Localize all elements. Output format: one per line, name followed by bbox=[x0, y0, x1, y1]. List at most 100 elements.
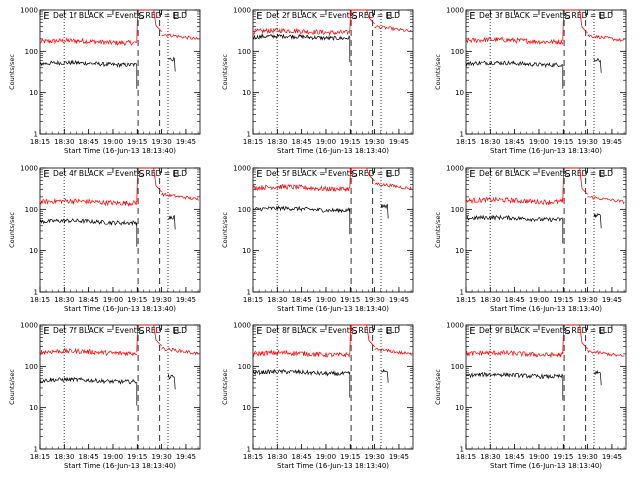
x-tick-label: 18:15 bbox=[243, 296, 263, 304]
detector-panel: Det 1f BLACK = Events, RED = LLD 1 10 100 10… bbox=[8, 7, 201, 155]
y-tick-label: 10 bbox=[29, 247, 38, 255]
lld-trace bbox=[252, 27, 351, 37]
detector-panel: Det 5f BLACK = Events, RED = LLD 1 10 100 10… bbox=[221, 165, 414, 313]
panel-title: Det 9f BLACK = Events, RED = LLD bbox=[479, 326, 613, 335]
x-tick-label: 18:45 bbox=[79, 138, 99, 146]
x-tick-label: 19:15 bbox=[553, 138, 573, 146]
x-tick-label: 18:30 bbox=[480, 296, 500, 304]
y-tick-label: 100 bbox=[25, 48, 38, 56]
x-tick-label: 19:00 bbox=[529, 296, 549, 304]
y-tick-label: 1 bbox=[34, 446, 38, 454]
panel-title: Det 1f BLACK = Events, RED = LLD bbox=[53, 11, 187, 20]
x-axis-label: Start Time (16-Jun-13 18:13:40) bbox=[64, 462, 176, 470]
y-axis-label: Counts/sec bbox=[434, 369, 442, 405]
x-tick-label: 18:15 bbox=[456, 138, 476, 146]
lld-spike bbox=[136, 167, 162, 203]
panel-title: Det 6f BLACK = Events, RED = LLD bbox=[479, 169, 613, 178]
x-tick-label: 18:15 bbox=[456, 453, 476, 461]
x-tick-label: 19:45 bbox=[602, 453, 622, 461]
x-axis-label: Start Time (16-Jun-13 18:13:40) bbox=[64, 147, 176, 155]
x-tick-label: 18:45 bbox=[505, 453, 525, 461]
events-trace-after bbox=[167, 373, 176, 390]
y-tick-label: 1000 bbox=[20, 322, 38, 330]
x-tick-label: 19:15 bbox=[127, 453, 147, 461]
x-tick-label: 19:00 bbox=[316, 138, 336, 146]
lld-trace-after bbox=[161, 192, 199, 201]
marker-label: E bbox=[469, 326, 475, 337]
lld-trace bbox=[39, 198, 138, 207]
plot-frame bbox=[465, 324, 627, 450]
x-tick-label: 19:15 bbox=[127, 138, 147, 146]
marker-label: S bbox=[351, 326, 357, 337]
y-tick-label: 100 bbox=[451, 48, 464, 56]
x-tick-label: 19:15 bbox=[340, 296, 360, 304]
x-tick-label: 18:15 bbox=[30, 453, 50, 461]
y-tick-label: 10 bbox=[455, 404, 464, 412]
x-tick-label: 18:45 bbox=[292, 138, 312, 146]
y-axis-label: Counts/sec bbox=[434, 54, 442, 90]
y-tick-label: 100 bbox=[238, 48, 251, 56]
lld-trace-after bbox=[587, 349, 625, 357]
lld-trace-after bbox=[587, 195, 625, 205]
x-tick-label: 19:00 bbox=[103, 453, 123, 461]
x-tick-label: 19:15 bbox=[553, 453, 573, 461]
marker-label: E bbox=[43, 326, 49, 337]
x-tick-label: 19:15 bbox=[127, 296, 147, 304]
y-tick-label: 1 bbox=[34, 131, 38, 139]
events-trace-after bbox=[380, 203, 389, 219]
x-axis-label: Start Time (16-Jun-13 18:13:40) bbox=[490, 305, 602, 313]
x-tick-label: 19:30 bbox=[152, 296, 172, 304]
panel-title: Det 3f BLACK = Events, RED = LLD bbox=[479, 11, 613, 20]
lld-trace bbox=[252, 349, 351, 359]
lld-spike bbox=[349, 324, 375, 354]
plot-frame bbox=[39, 9, 201, 135]
marker-label: S bbox=[138, 326, 144, 337]
lld-trace bbox=[39, 37, 138, 47]
detector-panel: Det 2f BLACK = Events, RED = LLD 1 10 100 10… bbox=[221, 7, 414, 155]
events-trace bbox=[39, 218, 138, 247]
plot-frame bbox=[252, 9, 414, 135]
lld-trace bbox=[252, 183, 350, 192]
detector-panel: Det 8f BLACK = Events, RED = LLD 1 10 100 10… bbox=[221, 322, 414, 470]
x-tick-label: 19:30 bbox=[365, 296, 385, 304]
marker-label: S bbox=[564, 326, 570, 337]
lld-trace-after bbox=[374, 182, 412, 191]
marker-label: E bbox=[173, 169, 179, 180]
marker-label: S bbox=[564, 11, 570, 22]
panel-title: Det 8f BLACK = Events, RED = LLD bbox=[266, 326, 400, 335]
detector-panel: Det 9f BLACK = Events, RED = LLD 1 10 100 10… bbox=[434, 322, 627, 470]
x-tick-label: 18:15 bbox=[30, 296, 50, 304]
x-tick-label: 19:45 bbox=[176, 138, 196, 146]
lld-trace-after bbox=[161, 33, 199, 40]
y-tick-label: 100 bbox=[238, 206, 251, 214]
y-tick-label: 1000 bbox=[233, 322, 251, 330]
x-axis-label: Start Time (16-Jun-13 18:13:40) bbox=[277, 305, 389, 313]
events-trace bbox=[465, 60, 564, 89]
x-tick-label: 18:30 bbox=[54, 453, 74, 461]
events-trace-after bbox=[593, 369, 602, 386]
x-tick-label: 19:30 bbox=[578, 453, 598, 461]
x-tick-label: 18:45 bbox=[79, 453, 99, 461]
plot-frame bbox=[252, 167, 414, 293]
marker-label: S bbox=[351, 11, 357, 22]
lld-trace-after bbox=[374, 347, 412, 356]
marker-label: S bbox=[564, 169, 570, 180]
lld-trace bbox=[465, 36, 564, 46]
x-tick-label: 18:30 bbox=[480, 138, 500, 146]
y-tick-label: 1000 bbox=[446, 7, 464, 15]
lld-trace bbox=[40, 347, 138, 357]
y-tick-label: 10 bbox=[242, 247, 251, 255]
y-tick-label: 1000 bbox=[20, 7, 38, 15]
events-trace bbox=[465, 214, 564, 244]
x-tick-label: 18:30 bbox=[54, 296, 74, 304]
x-tick-label: 18:15 bbox=[243, 138, 263, 146]
x-tick-label: 18:45 bbox=[292, 453, 312, 461]
marker-label: E bbox=[173, 11, 179, 22]
panel-title: Det 7f BLACK = Events, RED = LLD bbox=[53, 326, 187, 335]
y-axis-label: Counts/sec bbox=[8, 369, 16, 405]
x-tick-label: 18:15 bbox=[243, 453, 263, 461]
marker-label: E bbox=[386, 11, 392, 22]
lld-trace bbox=[465, 349, 564, 358]
x-axis-label: Start Time (16-Jun-13 18:13:40) bbox=[490, 147, 602, 155]
x-tick-label: 19:30 bbox=[152, 138, 172, 146]
